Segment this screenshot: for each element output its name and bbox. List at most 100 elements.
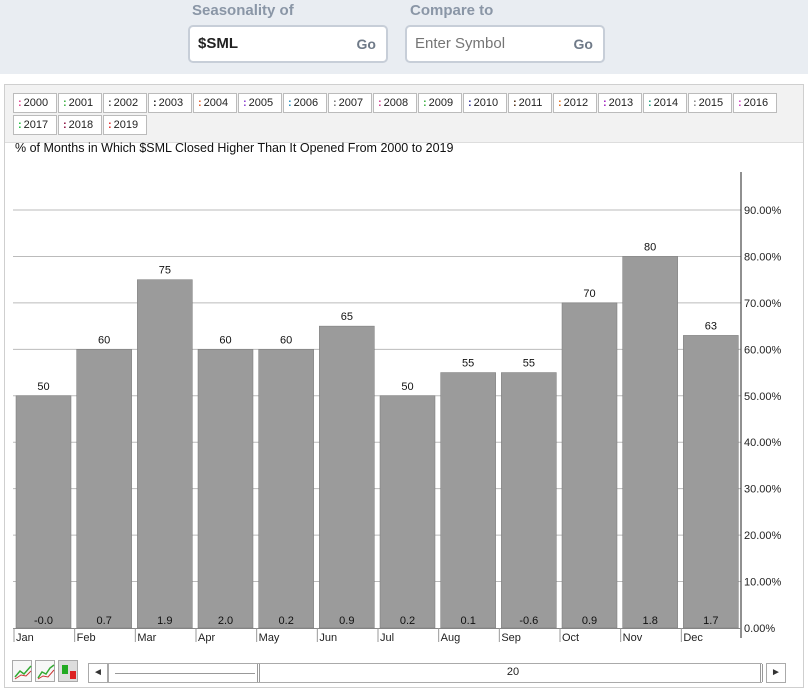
legend-swatch: : — [423, 97, 427, 109]
bar-avg-label: 0.9 — [339, 615, 354, 627]
legend-item-2019[interactable]: :2019 — [103, 115, 147, 135]
x-tick-label: Nov — [623, 632, 643, 644]
legend-item-2000[interactable]: :2000 — [13, 93, 57, 113]
y-tick-label: 10.00% — [744, 577, 782, 589]
legend-label: 2019 — [113, 119, 139, 131]
legend-swatch: : — [738, 97, 742, 109]
legend-swatch: : — [603, 97, 607, 109]
chart-title: % of Months in Which $SML Closed Higher … — [15, 141, 454, 155]
bar-value-label: 60 — [280, 334, 292, 346]
x-tick-label: Oct — [562, 632, 579, 644]
slider-track — [115, 673, 255, 674]
legend-swatch: : — [153, 97, 157, 109]
legend-label: 2018 — [68, 119, 94, 131]
legend-label: 2004 — [203, 97, 229, 109]
bar-avg-label: -0.0 — [34, 615, 53, 627]
range-slider[interactable]: 20 — [108, 663, 763, 683]
legend-item-2016[interactable]: :2016 — [733, 93, 777, 113]
line-chart-icon[interactable] — [12, 660, 32, 682]
legend-item-2008[interactable]: :2008 — [373, 93, 417, 113]
symbol-field[interactable]: Go — [188, 25, 388, 63]
legend-item-2018[interactable]: :2018 — [58, 115, 102, 135]
bar-avg-label: -0.6 — [519, 615, 538, 627]
seasonality-label: Seasonality of — [192, 2, 294, 19]
legend-label: 2005 — [248, 97, 274, 109]
y-tick-label: 40.00% — [744, 437, 782, 449]
y-tick-label: 30.00% — [744, 484, 782, 496]
legend-swatch: : — [648, 97, 652, 109]
legend-item-2006[interactable]: :2006 — [283, 93, 327, 113]
bar-avg-label: 0.2 — [279, 615, 294, 627]
legend-swatch: : — [243, 97, 247, 109]
legend-item-2003[interactable]: :2003 — [148, 93, 192, 113]
bar-avg-label: 1.9 — [157, 615, 172, 627]
legend-item-2014[interactable]: :2014 — [643, 93, 687, 113]
legend-item-2011[interactable]: :2011 — [508, 93, 552, 113]
legend-swatch: : — [63, 119, 67, 131]
legend-item-2010[interactable]: :2010 — [463, 93, 507, 113]
scroll-left-button[interactable]: ◄ — [88, 663, 108, 683]
legend-item-2007[interactable]: :2007 — [328, 93, 372, 113]
legend-label: 2009 — [428, 97, 454, 109]
x-tick-label: Jul — [380, 632, 394, 644]
legend-swatch: : — [63, 97, 67, 109]
bar-Apr — [197, 349, 254, 629]
legend-item-2009[interactable]: :2009 — [418, 93, 462, 113]
x-tick-label: Jan — [16, 632, 34, 644]
legend-item-2017[interactable]: :2017 — [13, 115, 57, 135]
legend-item-2005[interactable]: :2005 — [238, 93, 282, 113]
x-tick-label: Apr — [198, 632, 215, 644]
x-tick-label: Aug — [441, 632, 461, 644]
symbol-input[interactable] — [198, 35, 338, 52]
bar-Oct — [561, 302, 618, 629]
legend-item-2002[interactable]: :2002 — [103, 93, 147, 113]
x-tick-label: May — [259, 632, 280, 644]
y-tick-label: 60.00% — [744, 344, 782, 356]
go-button[interactable]: Go — [356, 36, 376, 52]
bar-Jan — [15, 395, 72, 629]
bar-value-label: 55 — [523, 358, 535, 370]
slider-value: 20 — [506, 666, 520, 678]
legend-swatch: : — [378, 97, 382, 109]
legend-label: 2012 — [563, 97, 589, 109]
chart-toolbar: ◄ 20 ► — [4, 660, 804, 688]
x-tick-label: Mar — [137, 632, 156, 644]
area-chart-icon[interactable] — [35, 660, 55, 682]
y-tick-label: 90.00% — [744, 205, 782, 217]
legend-item-2001[interactable]: :2001 — [58, 93, 102, 113]
year-legend: :2000:2001:2002:2003:2004:2005:2006:2007… — [5, 85, 803, 143]
legend-swatch: : — [288, 97, 292, 109]
y-tick-label: 0.00% — [744, 623, 775, 635]
bar-chart-icon[interactable] — [58, 660, 78, 682]
legend-swatch: : — [108, 119, 112, 131]
bar-avg-label: 1.8 — [643, 615, 658, 627]
legend-swatch: : — [18, 97, 22, 109]
legend-label: 2008 — [383, 97, 409, 109]
legend-swatch: : — [198, 97, 202, 109]
bar-avg-label: 2.0 — [218, 615, 233, 627]
compare-go-button[interactable]: Go — [573, 36, 593, 52]
bar-avg-label: 1.7 — [703, 615, 718, 627]
bar-value-label: 70 — [583, 288, 595, 300]
x-tick-label: Jun — [319, 632, 337, 644]
legend-swatch: : — [468, 97, 472, 109]
seasonality-bar-chart: 0.00% 10.00% 20.00% 30.00% 40.00% 50.00% 60.00… — [13, 172, 782, 644]
compare-input[interactable] — [415, 35, 555, 52]
x-tick-label: Sep — [501, 632, 521, 644]
x-tick-label: Dec — [683, 632, 703, 644]
bar-May — [258, 349, 314, 629]
bar-value-label: 60 — [219, 334, 231, 346]
slider-thumb[interactable]: 20 — [257, 664, 763, 682]
legend-swatch: : — [333, 97, 337, 109]
legend-swatch: : — [108, 97, 112, 109]
compare-field[interactable]: Go — [405, 25, 605, 63]
y-tick-label: 80.00% — [744, 251, 782, 263]
legend-item-2004[interactable]: :2004 — [193, 93, 237, 113]
legend-item-2012[interactable]: :2012 — [553, 93, 597, 113]
bar-Mar — [137, 279, 193, 629]
legend-swatch: : — [693, 97, 697, 109]
scroll-right-button[interactable]: ► — [766, 663, 786, 683]
legend-item-2015[interactable]: :2015 — [688, 93, 732, 113]
bar-value-label: 55 — [462, 358, 474, 370]
legend-item-2013[interactable]: :2013 — [598, 93, 642, 113]
